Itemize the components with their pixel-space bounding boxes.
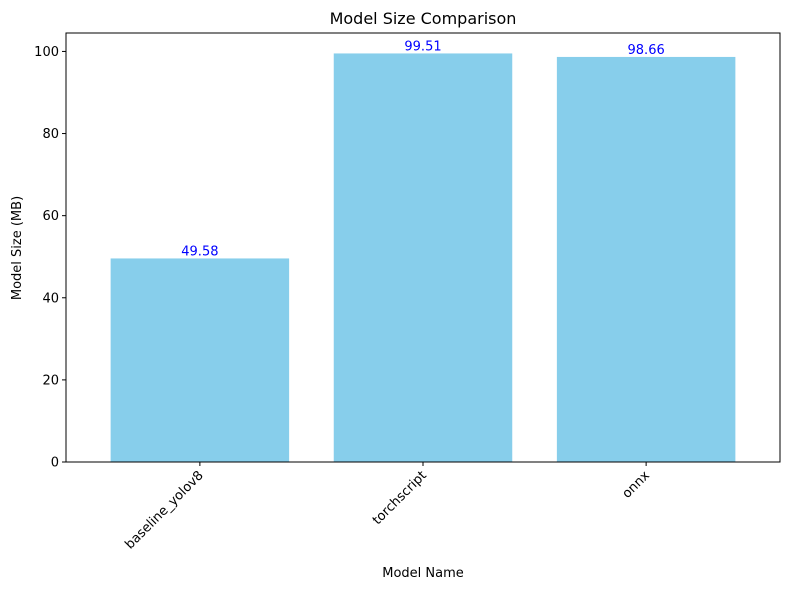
y-tick-label: 0 xyxy=(51,456,59,471)
x-tick-label-onnx: onnx xyxy=(620,468,654,502)
bar-torchscript xyxy=(333,53,513,462)
y-tick-label: 100 xyxy=(34,45,59,60)
plot-frame xyxy=(65,32,781,463)
y-tick-label: 80 xyxy=(42,127,59,142)
data-label-baseline_yolov8: 49.58 xyxy=(181,244,218,259)
y-tick-label: 40 xyxy=(42,291,59,306)
y-axis-label: Model Size (MB) xyxy=(10,196,25,300)
y-tick-label: 20 xyxy=(42,373,59,388)
y-tick-label: 60 xyxy=(42,209,59,224)
bar-onnx xyxy=(556,56,736,462)
bars-group: 49.58 99.51 98.66 xyxy=(110,39,736,462)
data-label-onnx: 98.66 xyxy=(628,43,665,58)
x-tick-label-baseline_yolov8: baseline_yolov8 xyxy=(122,468,206,552)
x-axis-label: Model Name xyxy=(382,566,464,581)
y-axis: 0 20 40 60 80 100 xyxy=(34,45,66,471)
bar-baseline_yolov8 xyxy=(110,258,290,462)
x-tick-label-torchscript: torchscript xyxy=(370,468,430,528)
data-label-torchscript: 99.51 xyxy=(404,39,441,54)
chart-title: Model Size Comparison xyxy=(330,9,517,28)
x-axis: baseline_yolov8 torchscript onnx xyxy=(122,462,653,552)
